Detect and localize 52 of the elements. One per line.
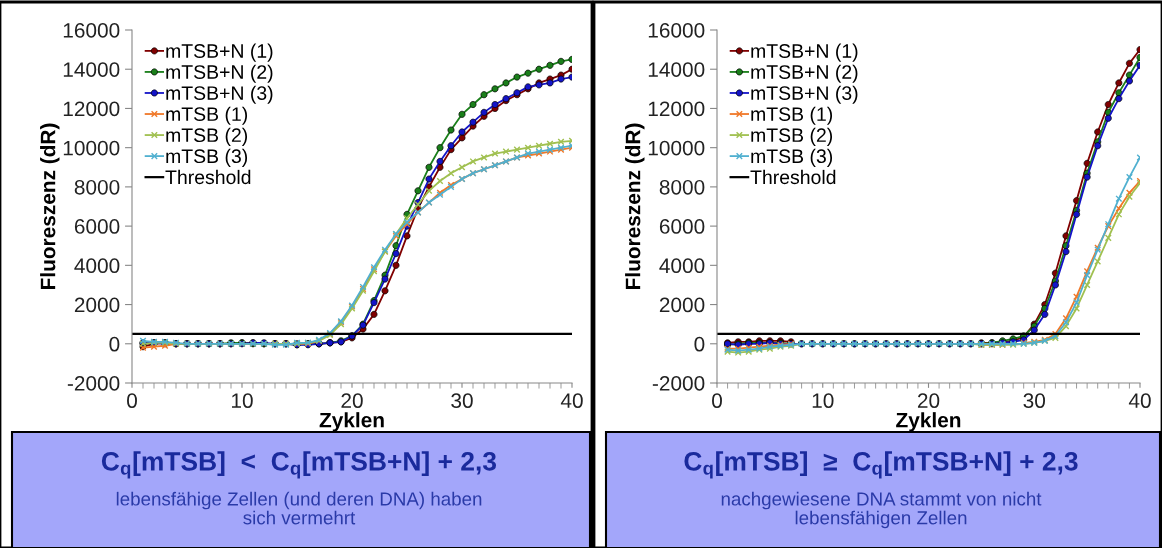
- y-tick-label: 10000: [63, 140, 120, 156]
- text: nachgewiesene DNA stammt von nicht lebensfähigen Zellen: [721, 491, 1042, 529]
- x-tick-label: 40: [560, 393, 583, 409]
- x-axis-title: Zyklen: [896, 412, 961, 432]
- y-tick-label: -2000: [652, 376, 705, 391]
- legend-label: Threshold: [165, 169, 251, 185]
- legend-label: mTSB (3): [166, 148, 248, 167]
- x-tick-label: 30: [451, 393, 473, 409]
- legend-label: mTSB+N (3): [166, 85, 273, 104]
- y-tick-label: 14000: [63, 62, 120, 77]
- text: lebensfähige Zellen (und deren DNA) haben sich vermehrt: [116, 491, 482, 525]
- y-tick-label: 16000: [63, 23, 120, 38]
- legend-label: mTSB+N (2): [166, 64, 273, 83]
- y-tick-label: 2000: [74, 297, 120, 313]
- legend-label: mTSB+N (2): [751, 64, 858, 83]
- y-tick-label: 12000: [63, 101, 120, 117]
- x-tick-label: 30: [1023, 393, 1046, 409]
- y-tick-label: 8000: [74, 179, 120, 195]
- x-tick-label: 10: [812, 393, 834, 409]
- legend-label: mTSB (1): [166, 106, 248, 125]
- legend-label: mTSB+N (1): [751, 43, 858, 62]
- y-tick-label: 0: [109, 336, 120, 352]
- x-tick-label: 40: [1128, 393, 1151, 409]
- x-tick-label: 0: [712, 393, 722, 409]
- legend-label: Threshold: [750, 169, 836, 185]
- y-tick-label: 10000: [648, 140, 705, 156]
- y-tick-label: 16000: [648, 23, 705, 38]
- x-tick-label: 0: [127, 393, 137, 409]
- x-tick-label: 20: [917, 393, 940, 409]
- legend-label: mTSB (2): [166, 127, 248, 146]
- y-tick-label: 0: [694, 336, 705, 352]
- text: C$_{q}$[mTSB] < C$_{q}$[mTSB+N] + 2,3: [101, 451, 497, 479]
- y-tick-label: -2000: [67, 376, 120, 391]
- legend-label: mTSB (1): [751, 106, 833, 125]
- y-axis-title: Fluoreszenz (dR): [40, 123, 60, 290]
- y-tick-label: 2000: [659, 297, 705, 313]
- y-tick-label: 4000: [659, 258, 705, 274]
- y-tick-label: 14000: [648, 62, 705, 77]
- y-tick-label: 12000: [648, 101, 705, 117]
- x-axis-title: Zyklen: [319, 412, 384, 432]
- legend-label: mTSB+N (3): [751, 85, 858, 104]
- text: C$_{q}$[mTSB] ≥ C$_{q}$[mTSB+N] + 2,3: [684, 451, 1078, 479]
- y-tick-label: 6000: [74, 219, 120, 234]
- y-tick-label: 8000: [659, 179, 705, 195]
- x-tick-label: 10: [232, 393, 253, 409]
- y-tick-label: 6000: [659, 219, 705, 234]
- legend-label: mTSB (2): [751, 127, 833, 146]
- y-tick-label: 4000: [74, 258, 120, 274]
- legend-label: mTSB+N (1): [166, 43, 273, 62]
- y-axis-title: Fluoreszenz (dR): [625, 123, 645, 290]
- x-tick-label: 20: [341, 393, 363, 409]
- legend-label: mTSB (3): [751, 148, 833, 167]
